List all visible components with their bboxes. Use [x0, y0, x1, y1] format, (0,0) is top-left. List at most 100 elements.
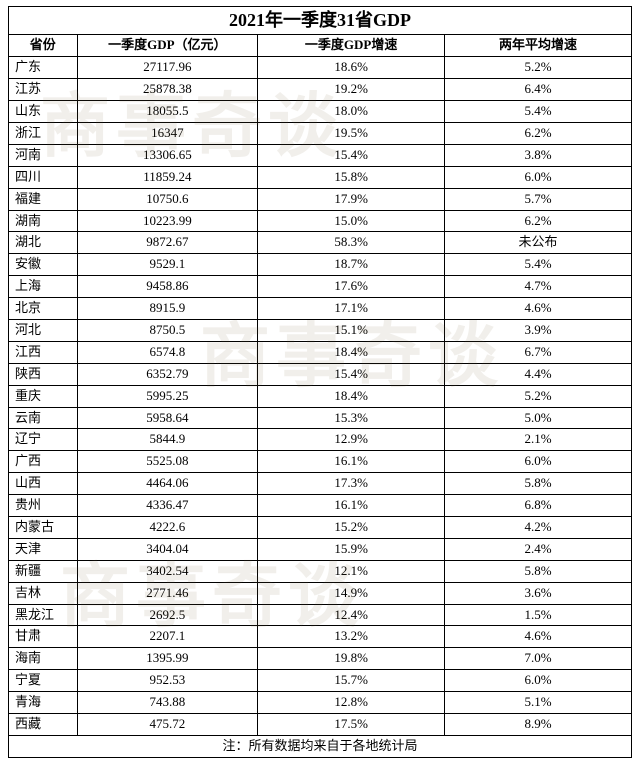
cell-growth: 18.4%	[258, 385, 445, 407]
cell-avg: 6.8%	[445, 495, 632, 517]
table-row: 新疆3402.5412.1%5.8%	[9, 560, 632, 582]
table-body: 广东27117.9618.6%5.2%江苏25878.3819.2%6.4%山东…	[9, 57, 632, 736]
cell-gdp: 8750.5	[77, 319, 258, 341]
cell-gdp: 743.88	[77, 692, 258, 714]
cell-growth: 15.7%	[258, 670, 445, 692]
cell-gdp: 5995.25	[77, 385, 258, 407]
cell-avg: 8.9%	[445, 714, 632, 736]
cell-gdp: 4222.6	[77, 516, 258, 538]
cell-gdp: 9872.67	[77, 232, 258, 254]
cell-gdp: 18055.5	[77, 101, 258, 123]
cell-avg: 5.2%	[445, 385, 632, 407]
table-row: 青海743.8812.8%5.1%	[9, 692, 632, 714]
col-province: 省份	[9, 35, 78, 57]
cell-province: 河北	[9, 319, 78, 341]
cell-growth: 13.2%	[258, 626, 445, 648]
cell-avg: 6.2%	[445, 122, 632, 144]
cell-province: 河南	[9, 144, 78, 166]
cell-growth: 15.0%	[258, 210, 445, 232]
cell-gdp: 9529.1	[77, 254, 258, 276]
table-row: 四川11859.2415.8%6.0%	[9, 166, 632, 188]
cell-province: 浙江	[9, 122, 78, 144]
title-row: 2021年一季度31省GDP	[9, 7, 632, 35]
cell-gdp: 6352.79	[77, 363, 258, 385]
cell-gdp: 6574.8	[77, 341, 258, 363]
cell-gdp: 16347	[77, 122, 258, 144]
cell-growth: 15.4%	[258, 144, 445, 166]
cell-growth: 18.4%	[258, 341, 445, 363]
cell-province: 吉林	[9, 582, 78, 604]
cell-growth: 15.8%	[258, 166, 445, 188]
cell-gdp: 13306.65	[77, 144, 258, 166]
table-row: 浙江1634719.5%6.2%	[9, 122, 632, 144]
table-row: 贵州4336.4716.1%6.8%	[9, 495, 632, 517]
cell-province: 安徽	[9, 254, 78, 276]
table-container: 商事奇谈 商事奇谈 商事奇谈 2021年一季度31省GDP 省份 一季度GDP（…	[0, 0, 640, 764]
table-row: 山东18055.518.0%5.4%	[9, 101, 632, 123]
cell-province: 山西	[9, 473, 78, 495]
cell-growth: 12.9%	[258, 429, 445, 451]
cell-growth: 14.9%	[258, 582, 445, 604]
cell-province: 广西	[9, 451, 78, 473]
table-row: 江西6574.818.4%6.7%	[9, 341, 632, 363]
cell-avg: 2.1%	[445, 429, 632, 451]
table-row: 湖南10223.9915.0%6.2%	[9, 210, 632, 232]
cell-gdp: 5958.64	[77, 407, 258, 429]
cell-avg: 5.4%	[445, 101, 632, 123]
table-title: 2021年一季度31省GDP	[9, 7, 632, 35]
cell-avg: 2.4%	[445, 538, 632, 560]
cell-avg: 3.8%	[445, 144, 632, 166]
cell-growth: 15.9%	[258, 538, 445, 560]
cell-avg: 5.8%	[445, 560, 632, 582]
cell-growth: 15.1%	[258, 319, 445, 341]
cell-province: 湖南	[9, 210, 78, 232]
cell-growth: 19.5%	[258, 122, 445, 144]
cell-avg: 6.0%	[445, 451, 632, 473]
cell-avg: 6.7%	[445, 341, 632, 363]
cell-gdp: 4336.47	[77, 495, 258, 517]
table-row: 陕西6352.7915.4%4.4%	[9, 363, 632, 385]
cell-province: 上海	[9, 276, 78, 298]
cell-avg: 4.7%	[445, 276, 632, 298]
table-row: 黑龙江2692.512.4%1.5%	[9, 604, 632, 626]
cell-avg: 6.2%	[445, 210, 632, 232]
cell-avg: 未公布	[445, 232, 632, 254]
cell-province: 广东	[9, 57, 78, 79]
cell-gdp: 4464.06	[77, 473, 258, 495]
cell-province: 湖北	[9, 232, 78, 254]
cell-province: 天津	[9, 538, 78, 560]
cell-growth: 19.8%	[258, 648, 445, 670]
cell-growth: 19.2%	[258, 79, 445, 101]
cell-gdp: 10223.99	[77, 210, 258, 232]
cell-avg: 5.7%	[445, 188, 632, 210]
col-avg: 两年平均增速	[445, 35, 632, 57]
cell-avg: 6.4%	[445, 79, 632, 101]
cell-gdp: 475.72	[77, 714, 258, 736]
gdp-table: 2021年一季度31省GDP 省份 一季度GDP（亿元） 一季度GDP增速 两年…	[8, 6, 632, 758]
cell-growth: 18.0%	[258, 101, 445, 123]
cell-gdp: 2771.46	[77, 582, 258, 604]
cell-growth: 12.1%	[258, 560, 445, 582]
cell-province: 宁夏	[9, 670, 78, 692]
cell-province: 四川	[9, 166, 78, 188]
cell-province: 江西	[9, 341, 78, 363]
table-row: 宁夏952.5315.7%6.0%	[9, 670, 632, 692]
table-row: 广西5525.0816.1%6.0%	[9, 451, 632, 473]
table-row: 吉林2771.4614.9%3.6%	[9, 582, 632, 604]
table-row: 云南5958.6415.3%5.0%	[9, 407, 632, 429]
cell-growth: 17.3%	[258, 473, 445, 495]
cell-growth: 17.9%	[258, 188, 445, 210]
cell-province: 黑龙江	[9, 604, 78, 626]
cell-avg: 4.6%	[445, 298, 632, 320]
col-gdp: 一季度GDP（亿元）	[77, 35, 258, 57]
cell-province: 江苏	[9, 79, 78, 101]
table-row: 福建10750.617.9%5.7%	[9, 188, 632, 210]
cell-province: 重庆	[9, 385, 78, 407]
cell-avg: 5.8%	[445, 473, 632, 495]
table-row: 江苏25878.3819.2%6.4%	[9, 79, 632, 101]
cell-avg: 5.4%	[445, 254, 632, 276]
cell-gdp: 1395.99	[77, 648, 258, 670]
cell-avg: 5.0%	[445, 407, 632, 429]
cell-growth: 17.6%	[258, 276, 445, 298]
table-row: 北京8915.917.1%4.6%	[9, 298, 632, 320]
